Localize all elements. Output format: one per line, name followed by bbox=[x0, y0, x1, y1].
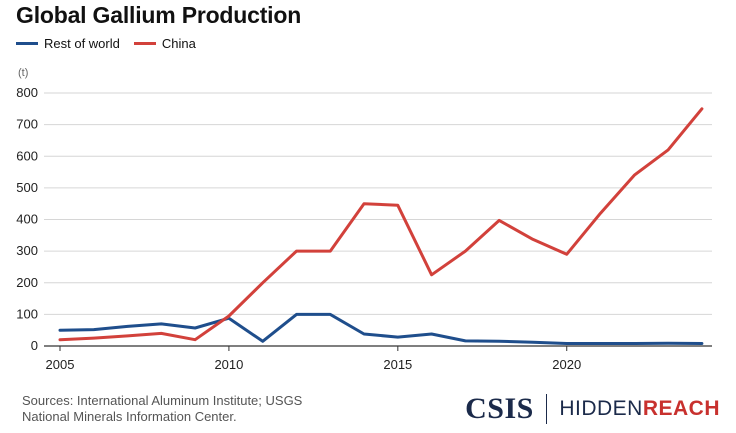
x-tick-label: 2020 bbox=[552, 357, 581, 372]
logos: CSIS HIDDENREACH bbox=[465, 392, 720, 426]
series-line-rest-of-world bbox=[58, 312, 704, 345]
source-note: Sources: International Aluminum Institut… bbox=[22, 393, 302, 425]
source-line-1: Sources: International Aluminum Institut… bbox=[22, 393, 303, 408]
y-unit-label: (t) bbox=[18, 67, 28, 79]
y-tick-label: 300 bbox=[16, 243, 38, 258]
y-tick-label: 600 bbox=[16, 148, 38, 163]
y-tick-label: 800 bbox=[16, 85, 38, 100]
y-tick-label: 0 bbox=[31, 338, 38, 353]
x-tick-label: 2010 bbox=[214, 357, 243, 372]
y-tick-label: 200 bbox=[16, 275, 38, 290]
legend: Rest of world China bbox=[16, 36, 210, 51]
legend-swatch-china bbox=[133, 42, 156, 45]
legend-item-china: China bbox=[133, 36, 196, 51]
y-tick-label: 400 bbox=[16, 212, 38, 227]
csis-logo: CSIS bbox=[465, 392, 534, 425]
series-line-china bbox=[58, 107, 704, 342]
y-tick-label: 500 bbox=[16, 180, 38, 195]
logo-separator bbox=[545, 394, 548, 424]
legend-label-rest-of-world: Rest of world bbox=[44, 36, 120, 51]
legend-label-china: China bbox=[161, 36, 196, 51]
hidden-reach-logo: HIDDENREACH bbox=[559, 397, 720, 421]
y-tick-label: 700 bbox=[16, 117, 38, 132]
hidden-logo-text: HIDDEN bbox=[559, 397, 643, 420]
legend-swatch-rest-of-world bbox=[16, 42, 38, 45]
chart-title: Global Gallium Production bbox=[16, 2, 302, 28]
legend-item-rest-of-world: Rest of world bbox=[16, 36, 120, 51]
x-tick-label: 2005 bbox=[46, 357, 75, 372]
reach-logo-text: REACH bbox=[642, 397, 720, 420]
y-tick-label: 100 bbox=[16, 306, 38, 321]
source-line-2: National Minerals Information Center. bbox=[22, 409, 237, 424]
x-tick-label: 2015 bbox=[383, 357, 412, 372]
